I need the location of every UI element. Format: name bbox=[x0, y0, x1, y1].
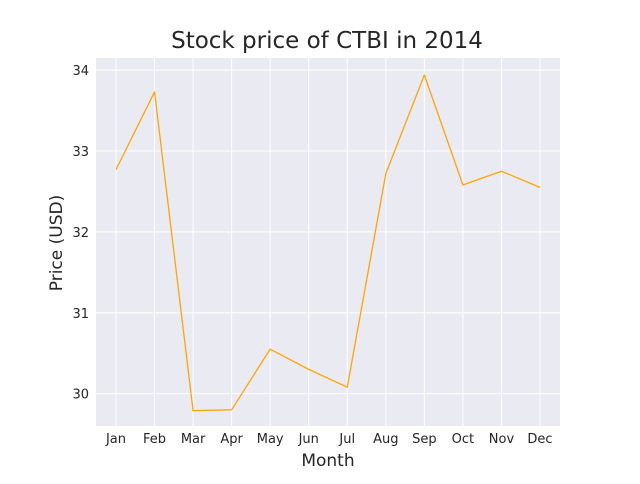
plot-area bbox=[96, 58, 560, 426]
x-axis-label: Month bbox=[301, 451, 354, 471]
x-tick-label: Jan bbox=[105, 432, 126, 447]
chart-title: Stock price of CTBI in 2014 bbox=[171, 28, 483, 54]
y-tick-labels: 30 31 32 33 34 bbox=[72, 64, 89, 403]
x-tick-label: Jul bbox=[338, 432, 355, 447]
x-tick-label: Nov bbox=[489, 432, 515, 447]
x-tick-labels: Jan Feb Mar Apr May Jun Jul Aug Sep Oct Nov Dec bbox=[105, 432, 553, 447]
x-tick-label: Oct bbox=[452, 432, 474, 447]
x-tick-label: Apr bbox=[220, 432, 243, 447]
x-tick-label: May bbox=[257, 432, 284, 447]
x-tick-label: Aug bbox=[373, 432, 398, 447]
x-tick-label: Feb bbox=[143, 432, 166, 447]
y-tick-label: 31 bbox=[72, 307, 89, 322]
x-tick-label: Jun bbox=[298, 432, 319, 447]
y-tick-label: 34 bbox=[72, 64, 89, 79]
y-axis-label: Price (USD) bbox=[47, 195, 67, 291]
x-tick-label: Dec bbox=[527, 432, 552, 447]
x-tick-label: Mar bbox=[181, 432, 206, 447]
x-tick-label: Sep bbox=[412, 432, 437, 447]
y-tick-label: 32 bbox=[72, 226, 89, 241]
y-tick-label: 30 bbox=[72, 388, 89, 403]
y-tick-label: 33 bbox=[72, 145, 89, 160]
